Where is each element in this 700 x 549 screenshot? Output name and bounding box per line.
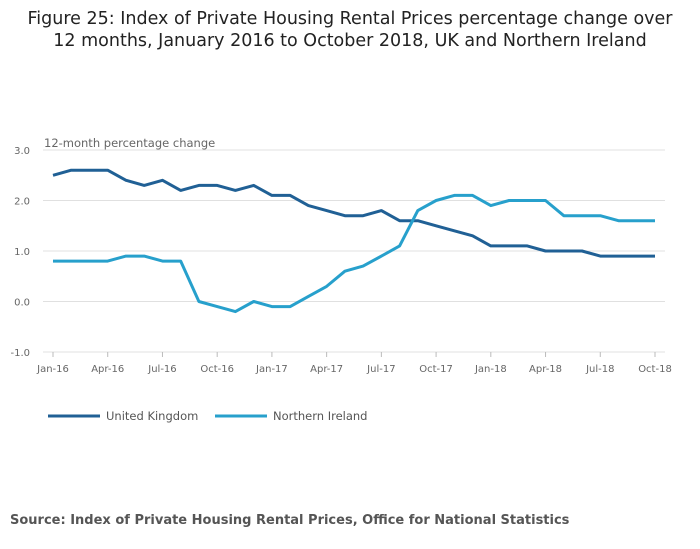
x-tick-label: Oct-18 [638, 364, 672, 375]
source-note: Source: Index of Private Housing Rental … [10, 513, 570, 528]
x-tick-label: Jul-16 [147, 364, 176, 375]
legend-label: United Kingdom [106, 409, 198, 423]
x-tick-label: Jan-18 [474, 364, 507, 375]
title-line-1: Figure 25: Index of Private Housing Rent… [27, 9, 673, 29]
y-tick-label: 2.0 [14, 197, 30, 208]
y-axis-label: 12-month percentage change [44, 136, 215, 150]
x-tick-label: Jan-17 [255, 364, 288, 375]
series-line-northern-ireland [53, 193, 655, 314]
x-tick-label: Jul-17 [366, 364, 395, 375]
series-line-united-kingdom [52, 168, 655, 258]
y-tick-label: 3.0 [14, 146, 30, 157]
x-tick-label: Jul-18 [585, 364, 614, 375]
x-tick-label: Apr-16 [91, 364, 124, 375]
chart-title: Figure 25: Index of Private Housing Rent… [0, 8, 700, 52]
x-tick-label: Jan-16 [36, 364, 69, 375]
legend-label: Northern Ireland [273, 409, 367, 423]
title-line-2: 12 months, January 2016 to October 2018,… [53, 31, 647, 51]
x-tick-label: Apr-17 [310, 364, 343, 375]
x-tick-label: Apr-18 [529, 364, 562, 375]
y-tick-label: -1.0 [10, 348, 30, 359]
x-tick-label: Oct-16 [200, 364, 234, 375]
x-tick-label: Oct-17 [419, 364, 453, 375]
y-tick-label: 0.0 [14, 298, 30, 309]
y-tick-label: 1.0 [14, 247, 30, 258]
